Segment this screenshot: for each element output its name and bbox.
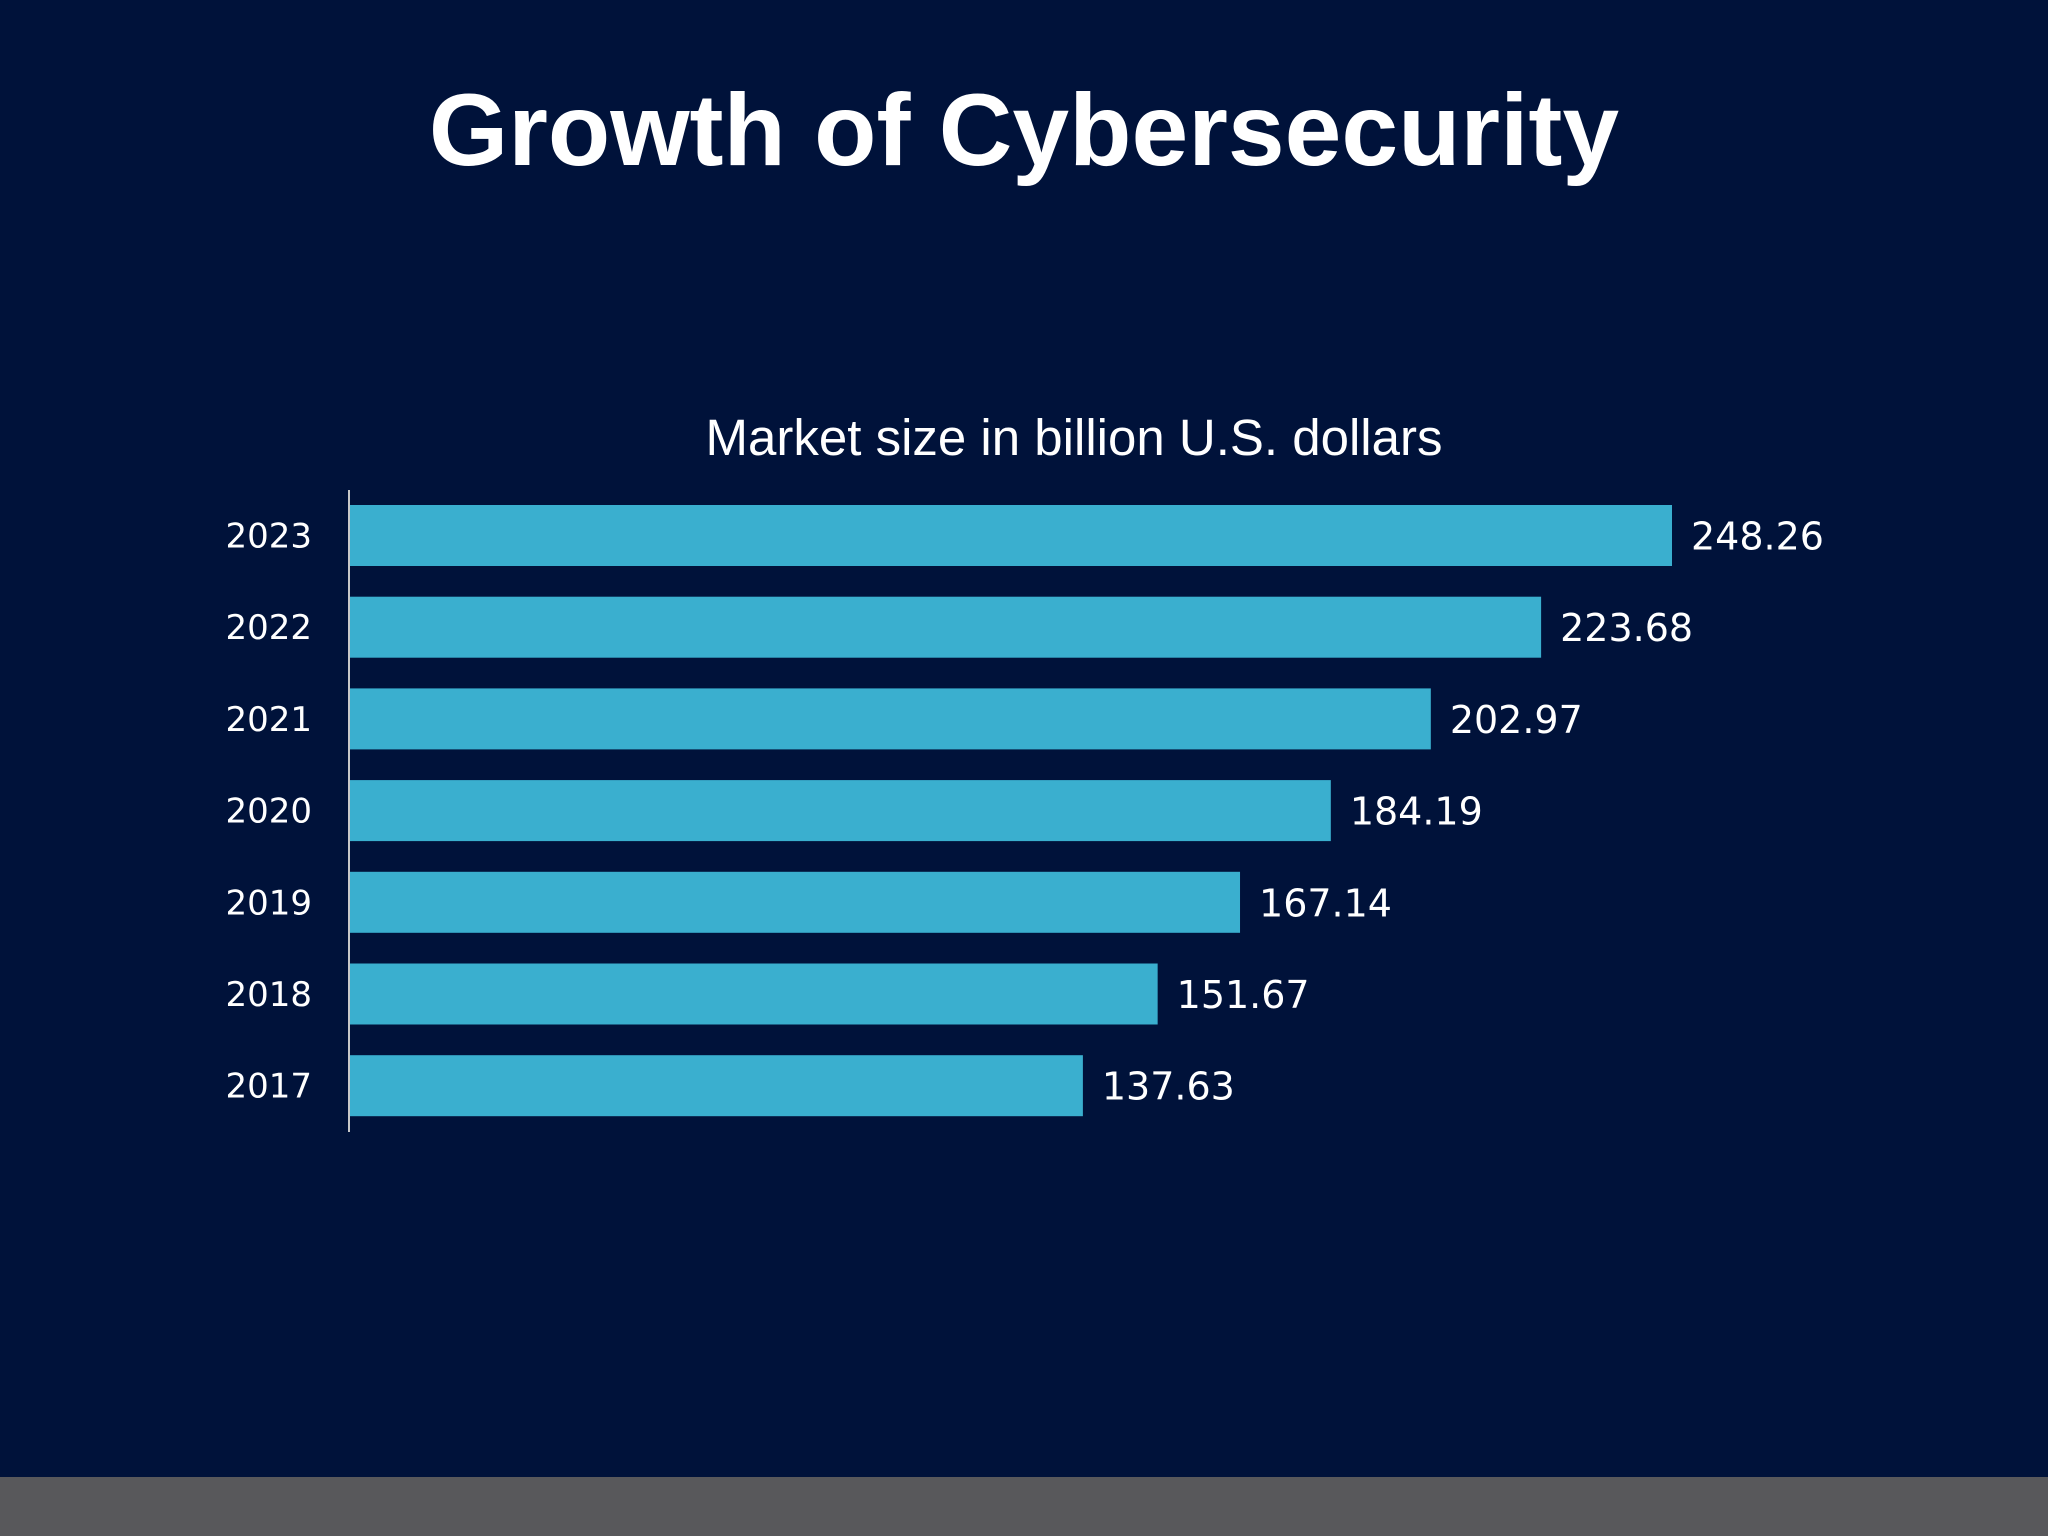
chart-title: Market size in billion U.S. dollars [706,409,1443,466]
y-tick-label-2022: 2022 [225,608,312,648]
data-label-2017: 137.63 [1102,1065,1235,1109]
data-label-2018: 151.67 [1177,973,1310,1017]
bar-2019 [350,871,1241,933]
y-tick-label-2021: 2021 [225,700,312,740]
data-label-2023: 248.26 [1691,515,1824,559]
data-label-2021: 202.97 [1450,698,1583,742]
bar-2023 [350,505,1672,566]
bar-chart: Market size in billion U.S. dollars 2023… [225,409,1824,1132]
y-tick-label-2023: 2023 [225,517,312,557]
bar-2017 [350,1055,1083,1117]
bars-group: 2023 248.26 2022 223.68 2021 202.97 2020 184.19… [225,505,1824,1117]
slide: Growth of Cybersecurity Market size in b… [225,73,1824,1132]
y-tick-label-2020: 2020 [225,792,312,832]
y-tick-label-2019: 2019 [225,883,312,923]
bar-2020 [350,780,1331,842]
y-tick-label-2017: 2017 [225,1067,312,1107]
slide-title: Growth of Cybersecurity [428,73,1620,187]
bar-2022 [350,596,1542,658]
data-label-2022: 223.68 [1560,606,1693,650]
bar-2021 [350,688,1431,750]
data-label-2019: 167.14 [1259,881,1392,925]
footer-bar [0,1477,2048,1536]
bar-2018 [350,963,1158,1025]
y-tick-label-2018: 2018 [225,975,312,1015]
data-label-2020: 184.19 [1350,790,1483,834]
